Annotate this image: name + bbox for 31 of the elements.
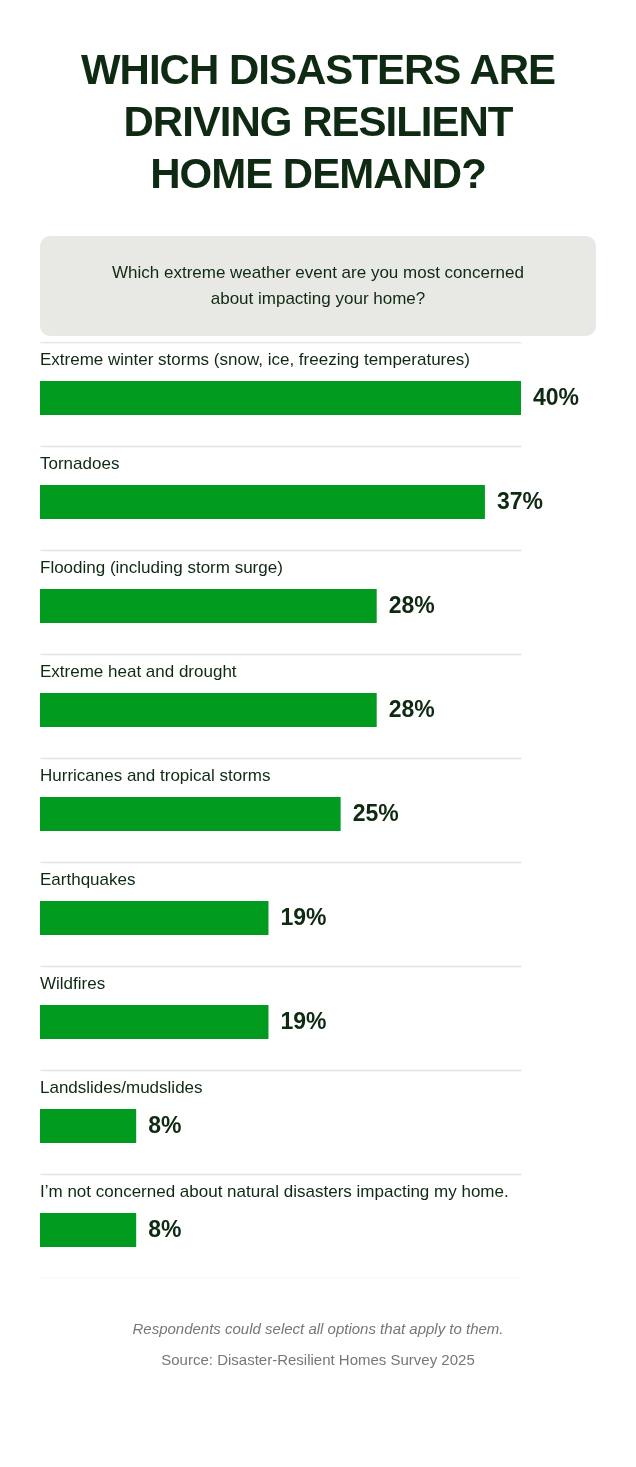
data-label: 25% <box>352 800 399 826</box>
data-label: 40% <box>533 384 580 410</box>
y-tick-label: Earthquakes <box>40 870 136 889</box>
y-tick-label: I’m not concerned about natural disasters impacting my home. <box>40 1182 509 1201</box>
bar <box>40 381 521 415</box>
y-tick-label: Landslides/mudslides <box>40 1078 203 1097</box>
data-label: 8% <box>148 1216 182 1242</box>
bar <box>40 1005 269 1039</box>
bar <box>40 693 377 727</box>
y-tick-label: Wildfires <box>40 974 106 993</box>
bar <box>40 1213 137 1247</box>
y-tick-label: Extreme heat and drought <box>40 662 237 681</box>
bar <box>40 901 269 935</box>
chart-title: WHICH DISASTERS ARE DRIVING RESILIENT HOME DEMAND? <box>79 45 557 199</box>
data-label: 19% <box>280 1008 327 1034</box>
bar <box>40 485 485 519</box>
data-label: 8% <box>148 1112 182 1138</box>
text: Respondents could select all options that apply to them. <box>131 1320 505 1337</box>
y-tick-label: Tornadoes <box>40 454 120 473</box>
bar <box>40 1109 137 1143</box>
bar <box>40 589 377 623</box>
data-label: 28% <box>388 592 435 618</box>
source-note: Source: Disaster-Resilient Homes Survey 2025 <box>160 1351 476 1368</box>
bar <box>40 797 341 831</box>
chart-subtitle: Which extreme weather event are you most concerned about impacting your home? <box>40 236 596 336</box>
data-label: 37% <box>496 488 543 514</box>
y-tick-label: Flooding (including storm surge) <box>40 558 283 577</box>
data-label: 28% <box>388 696 435 722</box>
data-label: 19% <box>280 904 327 930</box>
y-tick-label: Hurricanes and tropical storms <box>40 766 271 785</box>
y-tick-label: Extreme winter storms (snow, ice, freezing temperatures) <box>40 350 470 369</box>
